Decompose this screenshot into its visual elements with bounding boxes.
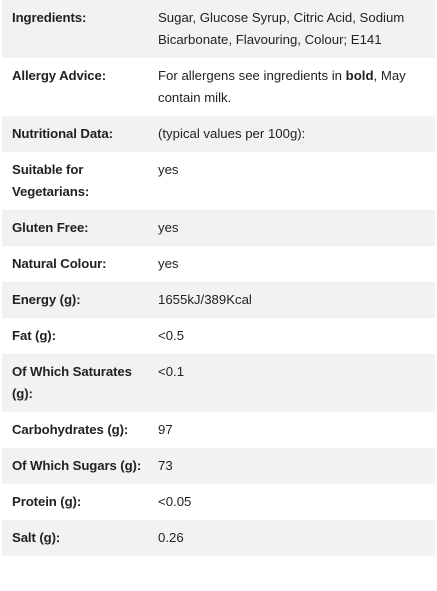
spec-row-allergy-advice: Allergy Advice: For allergens see ingred… [2, 58, 435, 116]
spec-row-carbohydrates: Carbohydrates (g): 97 [2, 412, 435, 448]
spec-label: Of Which Saturates (g): [2, 354, 148, 412]
spec-value: yes [148, 152, 435, 210]
spec-value: <0.1 [148, 354, 435, 412]
allergy-text-end: , May contain milk. [158, 68, 406, 105]
spec-value: 97 [148, 412, 435, 448]
spec-label: Salt (g): [2, 520, 148, 556]
spec-value: <0.5 [148, 318, 435, 354]
allergy-text-start: For allergens see ingredients in [158, 68, 346, 83]
spec-label: Protein (g): [2, 484, 148, 520]
spec-value: Sugar, Glucose Syrup, Citric Acid, Sodiu… [148, 0, 435, 58]
spec-row-protein: Protein (g): <0.05 [2, 484, 435, 520]
spec-label: Energy (g): [2, 282, 148, 318]
spec-label: Natural Colour: [2, 246, 148, 282]
spec-value: yes [148, 246, 435, 282]
spec-label: Allergy Advice: [2, 58, 148, 116]
spec-value: yes [148, 210, 435, 246]
spec-row-salt: Salt (g): 0.26 [2, 520, 435, 556]
spec-label: Suitable for Vegetarians: [2, 152, 148, 210]
spec-value: For allergens see ingredients in bold, M… [148, 58, 435, 116]
spec-label: Gluten Free: [2, 210, 148, 246]
spec-row-natural-colour: Natural Colour: yes [2, 246, 435, 282]
spec-row-sugars: Of Which Sugars (g): 73 [2, 448, 435, 484]
spec-label: Of Which Sugars (g): [2, 448, 148, 484]
spec-row-fat: Fat (g): <0.5 [2, 318, 435, 354]
spec-label: Carbohydrates (g): [2, 412, 148, 448]
spec-row-gluten-free: Gluten Free: yes [2, 210, 435, 246]
spec-row-energy: Energy (g): 1655kJ/389Kcal [2, 282, 435, 318]
allergy-bold-word: bold [345, 68, 374, 83]
spec-row-saturates: Of Which Saturates (g): <0.1 [2, 354, 435, 412]
spec-row-ingredients: Ingredients: Sugar, Glucose Syrup, Citri… [2, 0, 435, 58]
spec-value: (typical values per 100g): [148, 116, 435, 152]
spec-label: Nutritional Data: [2, 116, 148, 152]
spec-label: Ingredients: [2, 0, 148, 58]
spec-value: 0.26 [148, 520, 435, 556]
spec-value: 73 [148, 448, 435, 484]
spec-label: Fat (g): [2, 318, 148, 354]
spec-value: 1655kJ/389Kcal [148, 282, 435, 318]
spec-row-suitable-for-vegetarians: Suitable for Vegetarians: yes [2, 152, 435, 210]
spec-value: <0.05 [148, 484, 435, 520]
product-spec-table: Ingredients: Sugar, Glucose Syrup, Citri… [2, 0, 435, 556]
spec-row-nutritional-data: Nutritional Data: (typical values per 10… [2, 116, 435, 152]
